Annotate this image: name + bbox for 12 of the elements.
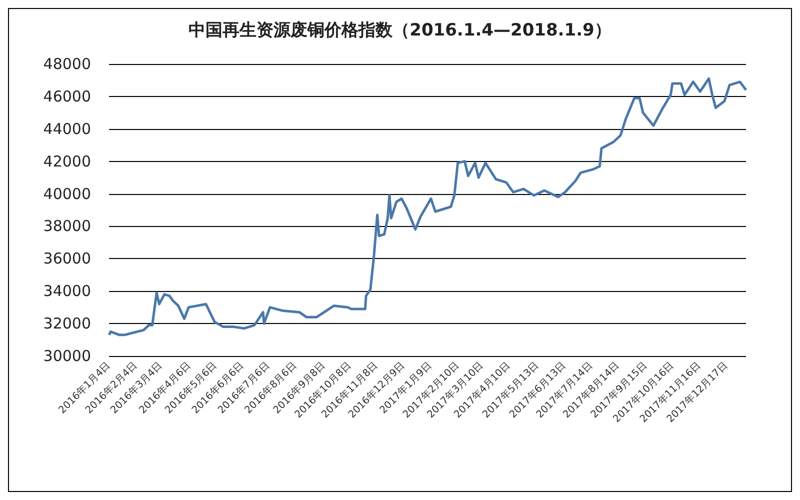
y-tick-label: 44000 — [43, 120, 91, 138]
line-series — [108, 77, 748, 336]
y-tick-label: 36000 — [43, 250, 91, 268]
y-tick-label: 40000 — [43, 184, 91, 203]
y-tick-label: 34000 — [43, 282, 91, 300]
y-tick-label: 42000 — [43, 152, 91, 170]
chart-title: 中国再生资源废铜价格指数（2016.1.4—2018.1.9） — [188, 20, 612, 40]
y-tick-label: 46000 — [43, 87, 91, 106]
y-tick-label: 30000 — [43, 347, 91, 365]
y-tick-label: 48000 — [43, 55, 91, 73]
y-tick-label: 38000 — [43, 217, 91, 236]
y-tick-label: 32000 — [43, 314, 91, 333]
